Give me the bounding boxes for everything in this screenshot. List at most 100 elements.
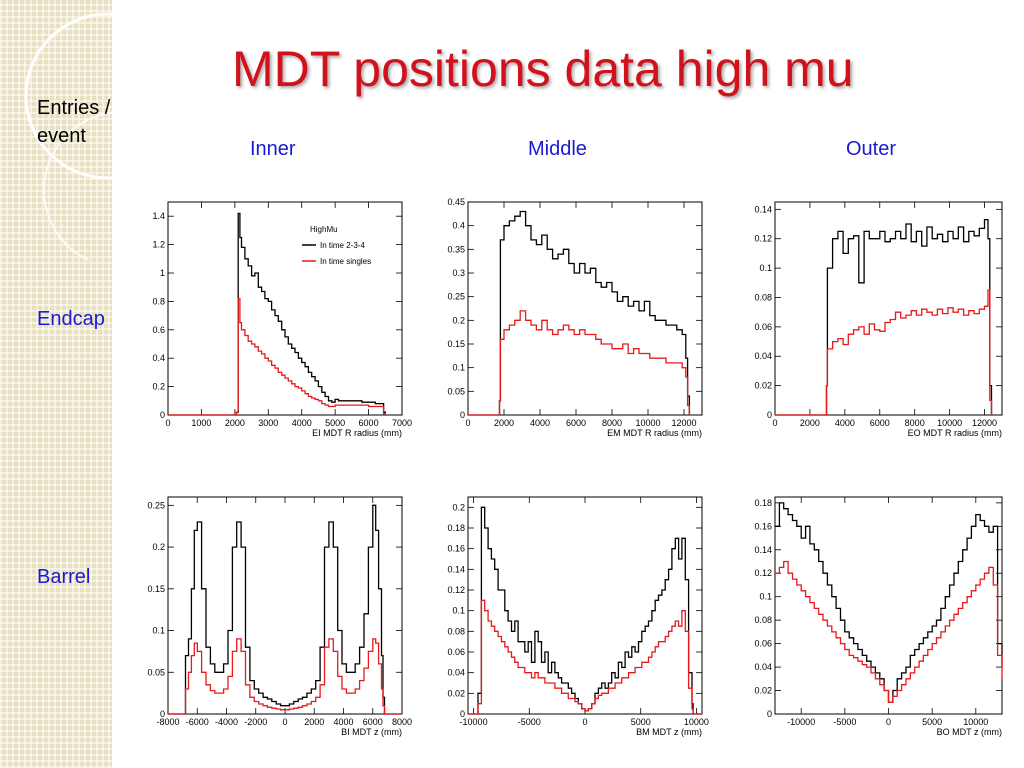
y-tick-label: 0.05 [147,667,165,677]
x-tick-label: -5000 [518,717,541,727]
x-axis-label: BO MDT z (mm) [937,727,1002,737]
y-tick-label: 0.1 [759,592,772,602]
series-line-red [468,599,702,715]
series-line-black [468,210,691,416]
series-line-red [775,560,1003,703]
x-tick-label: 5000 [325,418,345,428]
y-tick-label: 0.08 [754,615,772,625]
legend-label: In time singles [320,257,371,266]
y-tick-label: 0 [767,410,772,420]
y-tick-label: 0.02 [447,688,465,698]
y-tick-label: 1.4 [152,211,165,221]
series-line-black [168,212,386,416]
plot-frame [467,201,703,416]
y-tick-label: 0.6 [152,325,165,335]
x-tick-label: 8000 [905,418,925,428]
legend-title: HighMu [310,225,338,234]
x-axis-label: BI MDT z (mm) [341,727,402,737]
x-tick-label: -10000 [787,717,815,727]
chart-bm: -10000 -5000 0 5000 10000 0 0.02 0.04 0.06 0.08 0.… [447,496,709,737]
x-tick-label: 4000 [835,418,855,428]
column-label-inner: Inner [250,138,296,160]
x-tick-label: 10000 [684,717,709,727]
x-tick-label: 12000 [972,418,997,428]
x-tick-label: 6000 [870,418,890,428]
chart-bo: -10000 -5000 0 5000 10000 0 0.02 0.04 0.06 0.08 0.… [754,496,1003,737]
y-tick-label: 0.04 [754,351,772,361]
x-tick-label: -8000 [156,717,179,727]
y-tick-label: 0.14 [754,545,772,555]
chart-bi: -8000 -6000 -4000 -2000 0 2000 4000 6000 8000 0 0.… [147,496,412,737]
x-tick-label: 2000 [304,717,324,727]
y-tick-label: 0.2 [452,502,465,512]
y-tick-label: 1.2 [152,240,165,250]
y-tick-label: 0.1 [452,363,465,373]
x-tick-label: 12000 [671,418,696,428]
slide-title: MDT positions data high mu [232,41,854,97]
x-tick-label: 6000 [359,418,379,428]
y-tick-label: 0.1 [452,606,465,616]
x-tick-label: 0 [282,717,287,727]
y-axis-caption: Entries / event [37,97,111,147]
plot-frame [774,201,1003,416]
x-tick-label: 6000 [566,418,586,428]
plot-frame [167,496,403,715]
y-tick-label: 0.25 [447,292,465,302]
y-tick-label: 0.4 [452,221,465,231]
series-line-black [168,504,402,715]
row-label-endcap: Endcap [37,308,105,330]
x-tick-label: 0 [886,717,891,727]
y-tick-label: 0.15 [447,339,465,349]
chart-em: 0 2000 4000 6000 8000 10000 12000 0 0.05 0.1 0.15 0… [447,197,703,438]
x-tick-label: 8000 [392,717,412,727]
x-tick-label: 5000 [631,717,651,727]
y-tick-label: 0.2 [152,382,165,392]
y-tick-label: 0.16 [754,521,772,531]
y-tick-label: 0 [160,709,165,719]
y-tick-label: 0.16 [447,544,465,554]
x-axis-label: EO MDT R radius (mm) [908,428,1002,438]
x-tick-label: 2000 [225,418,245,428]
y-tick-label: 0.06 [754,639,772,649]
x-tick-label: 10000 [635,418,660,428]
x-tick-label: 0 [582,717,587,727]
plot-frame [167,201,403,416]
column-label-outer: Outer [846,138,897,160]
y-tick-label: 1 [160,268,165,278]
x-tick-label: -2000 [244,717,267,727]
y-tick-label: 0.18 [754,498,772,508]
y-tick-label: 0.45 [447,197,465,207]
y-tick-label: 0.04 [447,668,465,678]
y-tick-label: 0.02 [754,381,772,391]
y-tick-label: 0.12 [754,568,772,578]
y-tick-label: 0.05 [447,386,465,396]
x-tick-label: 1000 [191,418,211,428]
y-tick-label: 0.08 [447,626,465,636]
chart-eo: 0 2000 4000 6000 8000 10000 12000 0 0.02 0.04 0.06… [754,201,1003,438]
y-tick-label: 0.35 [447,244,465,254]
x-tick-label: -4000 [215,717,238,727]
x-axis-label: EM MDT R radius (mm) [607,428,702,438]
x-axis-label: EI MDT R radius (mm) [312,428,402,438]
x-tick-label: -10000 [460,717,488,727]
y-tick-label: 0 [460,410,465,420]
y-tick-label: 0.2 [152,542,165,552]
plot-frame [774,496,1003,715]
y-tick-label: 0.3 [452,268,465,278]
y-tick-label: 0.12 [754,234,772,244]
x-tick-label: 7000 [392,418,412,428]
y-tick-label: 0.14 [754,204,772,214]
x-tick-label: 6000 [363,717,383,727]
y-tick-label: 0.18 [447,523,465,533]
series-line-black [775,218,993,416]
x-tick-label: 3000 [258,418,278,428]
x-tick-label: 10000 [937,418,962,428]
legend-label: In time 2-3-4 [320,241,365,250]
y-tick-label: 0.1 [759,263,772,273]
column-label-middle: Middle [528,138,587,160]
y-tick-label: 0.06 [754,322,772,332]
y-tick-label: 0.08 [754,292,772,302]
y-tick-label: 0.02 [754,686,772,696]
y-tick-label: 0.15 [147,584,165,594]
x-tick-label: 0 [772,418,777,428]
